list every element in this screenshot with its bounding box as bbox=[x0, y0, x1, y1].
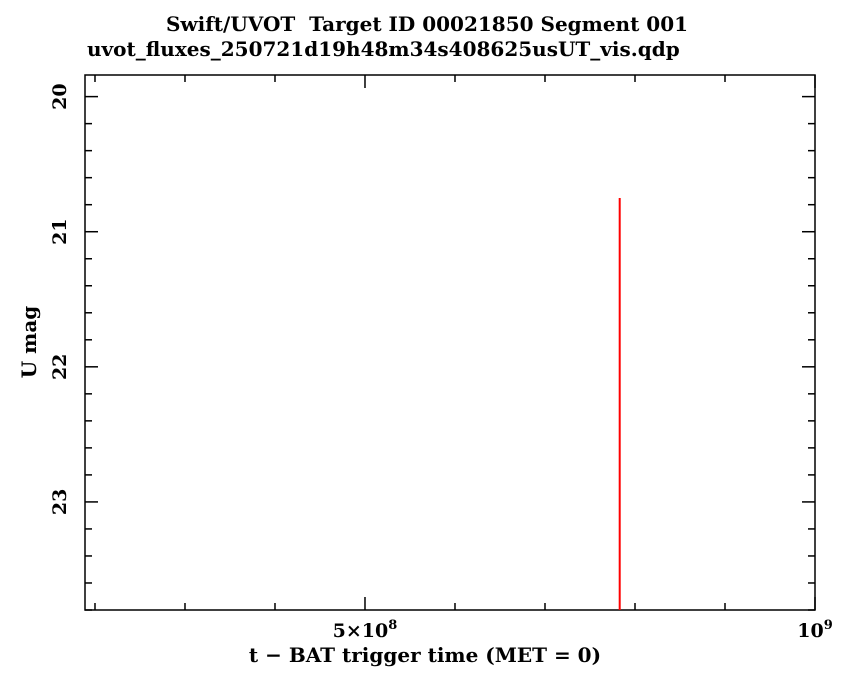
plot-box bbox=[84, 74, 816, 611]
chart-subtitle: uvot_fluxes_250721d19h48m34s408625usUT_v… bbox=[87, 37, 680, 61]
y-tick-label: 21 bbox=[49, 218, 71, 244]
x-tick-labels: 5×108 109 bbox=[333, 618, 833, 642]
x-axis-label: t − BAT trigger time (MET = 0) bbox=[249, 643, 601, 667]
chart-title: Swift/UVOT Target ID 00021850 Segment 00… bbox=[166, 12, 688, 36]
x-tick-label: 109 bbox=[797, 618, 833, 642]
x-tick-label: 5×108 bbox=[333, 618, 398, 642]
y-tick-label: 23 bbox=[49, 489, 71, 515]
y-tick-label: 22 bbox=[49, 354, 71, 380]
y-tick-labels: 20 21 22 23 bbox=[49, 83, 71, 515]
y-tick-label: 20 bbox=[49, 83, 71, 109]
y-axis-label: U mag bbox=[17, 306, 41, 379]
axis-ticks bbox=[85, 75, 816, 611]
